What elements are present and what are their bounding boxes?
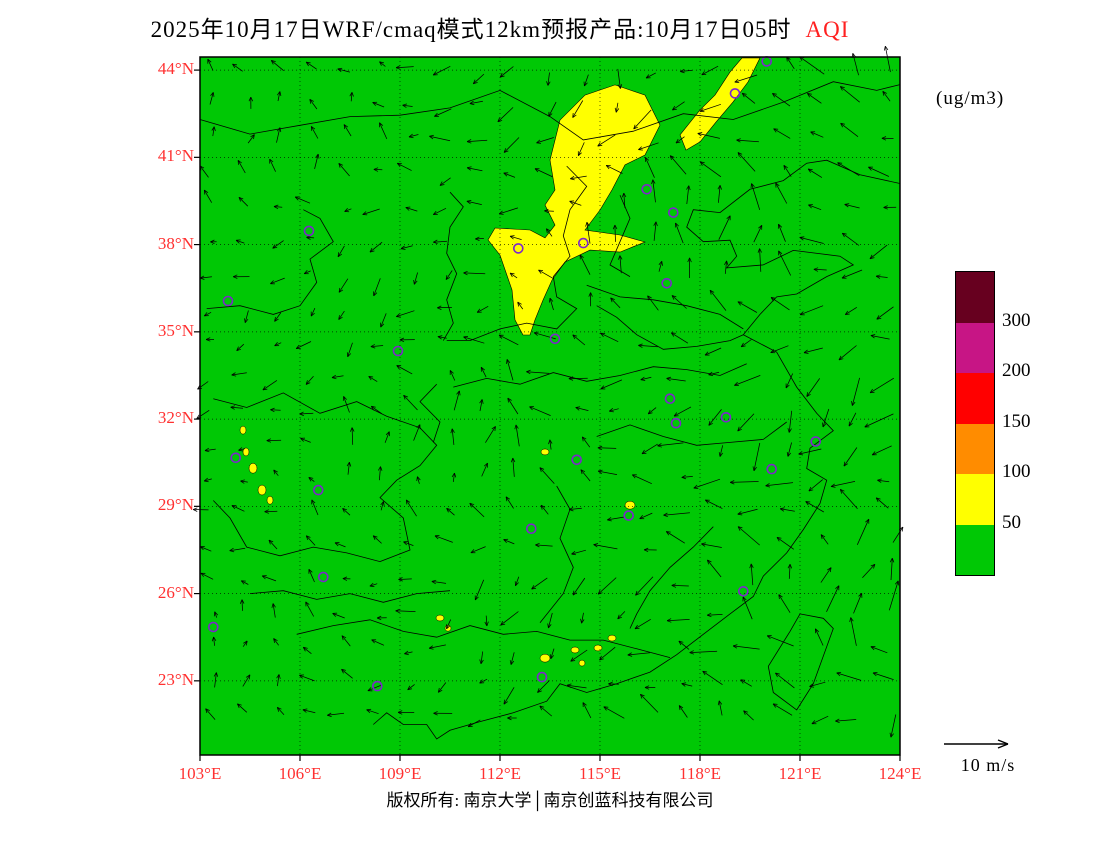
station-marker xyxy=(720,411,732,423)
colorbar-tick-label: 300 xyxy=(1002,309,1031,331)
colorbar-segment xyxy=(956,272,994,323)
station-marker xyxy=(664,393,676,405)
aqi-yellow-spot xyxy=(593,644,603,652)
aqi-yellow-spot xyxy=(266,495,274,505)
station-marker xyxy=(222,295,234,307)
lon-tick-label: 118°E xyxy=(678,764,722,783)
aqi-yellow-spot xyxy=(248,462,258,474)
page-title: 2025年10月17日WRF/cmaq模式12km预报产品:10月17日05时 A… xyxy=(0,10,1000,44)
wind-vector-field xyxy=(193,45,904,738)
station-marker xyxy=(549,333,561,345)
lon-tick-label: 103°E xyxy=(178,764,222,783)
aqi-yellow-spot xyxy=(607,634,617,642)
station-marker xyxy=(810,436,822,447)
lon-tick-label: 121°E xyxy=(778,764,822,783)
forecast-map xyxy=(193,45,904,761)
wind-reference-label: 10 m/s xyxy=(960,755,1016,775)
lat-tick-label: 26°N xyxy=(157,582,194,602)
colorbar-segment xyxy=(956,423,994,474)
aqi-yellow-spot xyxy=(257,484,267,496)
station-marker xyxy=(623,510,635,521)
colorbar-segment xyxy=(956,373,994,424)
lon-tick-label: 109°E xyxy=(378,764,422,783)
station-marker xyxy=(208,621,219,633)
colorbar-segment xyxy=(956,524,994,575)
station-marker xyxy=(318,571,329,583)
latlon-gridlines xyxy=(200,57,900,755)
units-label: (ug/m3) xyxy=(936,88,1005,109)
lat-tick-label: 29°N xyxy=(157,495,194,515)
copyright-footer: 版权所有: 南京大学│南京创蓝科技有限公司 xyxy=(386,791,714,810)
title-text: 2025年10月17日WRF/cmaq模式12km预报产品:10月17日05时 xyxy=(150,17,792,42)
lon-tick-label: 124°E xyxy=(878,764,922,783)
title-species-label: AQI xyxy=(805,17,850,42)
station-marker xyxy=(729,88,741,99)
aqi-yellow-region xyxy=(487,84,661,336)
lon-tick-label: 106°E xyxy=(278,764,322,783)
city-station-markers xyxy=(208,56,822,692)
station-marker xyxy=(667,207,679,218)
aqi-yellow-spot xyxy=(578,659,586,667)
station-marker xyxy=(313,484,324,496)
lat-tick-label: 35°N xyxy=(157,320,194,340)
station-marker xyxy=(577,237,589,249)
wind-reference-legend: 10 m/s xyxy=(938,735,1038,776)
aqi-yellow-spot xyxy=(239,425,247,435)
axis-ticks xyxy=(194,69,901,761)
colorbar-tick-label: 200 xyxy=(1002,360,1031,381)
aqi-yellow-spot xyxy=(539,653,551,663)
lon-tick-label: 115°E xyxy=(578,764,622,783)
station-marker xyxy=(737,585,749,597)
colorbar xyxy=(955,271,995,576)
station-marker xyxy=(525,523,537,535)
station-marker xyxy=(303,225,315,237)
station-marker xyxy=(641,184,653,195)
station-marker xyxy=(571,454,583,466)
lat-tick-label: 23°N xyxy=(157,669,194,689)
station-marker xyxy=(372,680,383,692)
map-background-aqi-green xyxy=(200,57,900,755)
map-frame xyxy=(199,56,901,756)
aqi-yellow-spot xyxy=(570,646,580,654)
colorbar-tick-label: 150 xyxy=(1002,410,1031,432)
lat-tick-label: 41°N xyxy=(157,146,194,166)
station-marker xyxy=(230,452,242,464)
aqi-yellow-spot xyxy=(435,614,445,622)
colorbar-tick-label: 100 xyxy=(1002,461,1031,482)
station-marker xyxy=(536,671,548,683)
aqi-yellow-spot xyxy=(242,447,250,457)
aqi-yellow-spot xyxy=(540,448,550,456)
station-marker xyxy=(670,417,682,429)
colorbar-segment xyxy=(956,474,994,525)
station-marker xyxy=(392,345,404,357)
wind-reference-arrow-icon xyxy=(944,739,1009,749)
colorbar-segment xyxy=(956,322,994,373)
station-marker xyxy=(661,278,673,289)
aqi-yellow-region xyxy=(679,57,761,151)
station-marker xyxy=(766,463,778,475)
lat-tick-label: 44°N xyxy=(157,59,194,79)
lat-tick-label: 38°N xyxy=(157,233,194,253)
lat-tick-label: 32°N xyxy=(157,408,194,428)
station-marker xyxy=(512,243,524,254)
aqi-yellow-spot xyxy=(624,500,636,510)
colorbar-tick-label: 50 xyxy=(1002,511,1021,533)
lon-tick-label: 112°E xyxy=(478,764,522,783)
